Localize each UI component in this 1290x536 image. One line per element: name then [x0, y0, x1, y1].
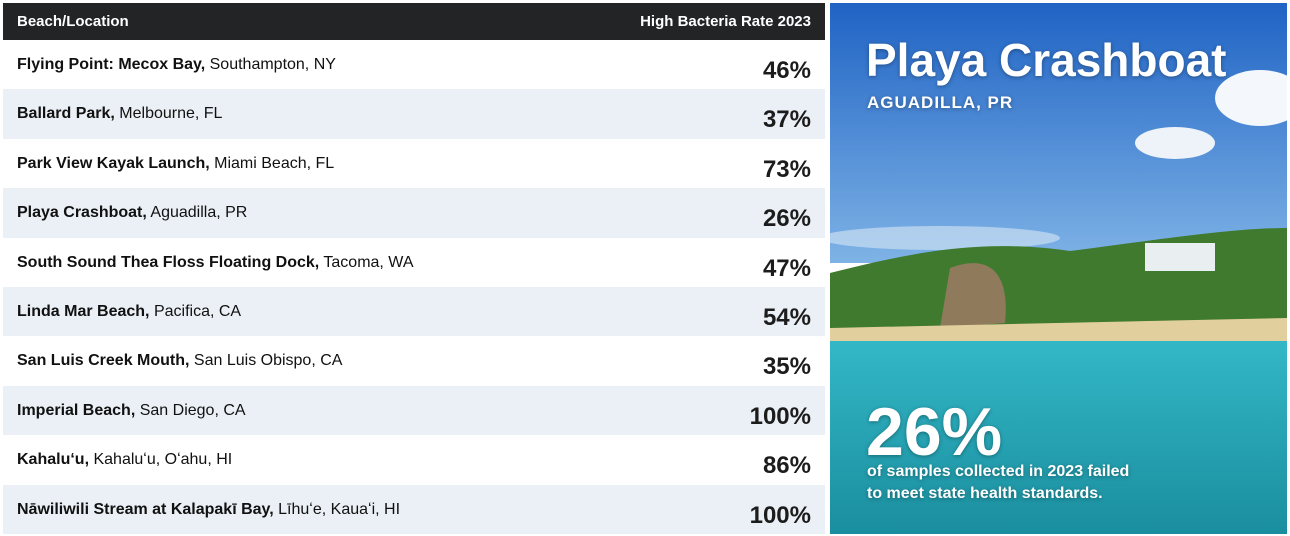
location: San Luis Obispo, CA: [193, 352, 343, 370]
location: Melbourne, FL: [119, 105, 223, 123]
bacteria-rate: 86%: [762, 452, 811, 480]
bacteria-rate: 100%: [749, 501, 811, 529]
table-row: South Sound Thea Floss Floating Dock, Ta…: [3, 237, 825, 287]
table-row: San Luis Creek Mouth, San Luis Obispo, C…: [3, 336, 825, 386]
table-row: Flying Point: Mecox Bay, Southampton, NY…: [3, 40, 825, 90]
table-row: Playa Crashboat, Aguadilla, PR 26%: [3, 188, 825, 238]
table-row: Park View Kayak Launch, Miami Beach, FL 7…: [3, 138, 825, 189]
table-row: Nāwiliwili Stream at Kalapakī Bay, Līhuʻ…: [3, 484, 825, 534]
bacteria-rate: 47%: [762, 254, 811, 282]
panel-caption: of samples collected in 2023 failed to m…: [867, 461, 1129, 505]
caption-line: to meet state health standards.: [867, 485, 1103, 502]
table-row: Imperial Beach, San Diego, CA 100%: [3, 385, 825, 436]
beach-name: Playa Crashboat,: [17, 204, 147, 222]
table-row: Kahaluʻu, Kahaluʻu, Oʻahu, HI 86%: [3, 435, 825, 485]
location: Tacoma, WA: [323, 253, 414, 271]
bacteria-rate: 37%: [762, 106, 811, 134]
column-header: High Bacteria Rate 2023: [640, 13, 811, 30]
beach-name: Imperial Beach,: [17, 401, 136, 419]
bacteria-rate: 100%: [749, 402, 811, 430]
bacteria-rate: 46%: [762, 57, 811, 84]
beach-location: San Luis Creek Mouth, San Luis Obispo, C…: [17, 352, 342, 370]
table-header: Beach/Location High Bacteria Rate 2023: [3, 3, 825, 40]
beach-location: Nāwiliwili Stream at Kalapakī Bay, Līhuʻ…: [17, 501, 400, 519]
panel-title: Playa Crashboat: [866, 34, 1227, 86]
beach-location: South Sound Thea Floss Floating Dock, Ta…: [17, 254, 413, 272]
table-row: Linda Mar Beach, Pacifica, CA 54%: [3, 286, 825, 337]
beach-location: Kahaluʻu, Kahaluʻu, Oʻahu, HI: [17, 451, 232, 469]
bacteria-rate: 73%: [762, 155, 811, 183]
beach-name: South Sound Thea Floss Floating Dock,: [17, 253, 320, 271]
beach-name: Kahaluʻu,: [17, 451, 90, 469]
location: Pacifica, CA: [153, 302, 242, 320]
feature-panel: Playa Crashboat AGUADILLA, PR 26% of sam…: [830, 3, 1287, 534]
column-header: Beach/Location: [17, 13, 129, 30]
beach-location: Park View Kayak Launch, Miami Beach, FL: [17, 155, 334, 173]
table-body: Flying Point: Mecox Bay, Southampton, NY…: [3, 40, 825, 534]
location: Kahaluʻu, Oʻahu, HI: [93, 451, 233, 469]
beach-name: Nāwiliwili Stream at Kalapakī Bay,: [17, 500, 274, 518]
beach-location: Linda Mar Beach, Pacifica, CA: [17, 303, 241, 321]
beach-name: San Luis Creek Mouth,: [17, 352, 190, 370]
caption-line: of samples collected in 2023 failed: [867, 463, 1130, 480]
location: Miami Beach, FL: [214, 154, 335, 172]
panel-subtitle: AGUADILLA, PR: [867, 93, 1014, 112]
table: Beach/Location High Bacteria Rate 2023 F…: [3, 3, 825, 534]
location: San Diego, CA: [139, 401, 246, 419]
beach-location: Ballard Park, Melbourne, FL: [17, 105, 222, 123]
beach-name: Flying Point: Mecox Bay,: [17, 56, 206, 73]
table-row: Ballard Park, Melbourne, FL 37%: [3, 89, 825, 139]
beach-name: Ballard Park,: [17, 105, 115, 123]
beach-location: Flying Point: Mecox Bay, Southampton, NY: [17, 56, 336, 74]
bacteria-rate: 54%: [762, 303, 811, 331]
beach-photo: [830, 3, 1287, 534]
location: Līhuʻe, Kauaʻi, HI: [278, 500, 401, 518]
beach-name: Park View Kayak Launch,: [17, 154, 210, 172]
location: Aguadilla, PR: [150, 204, 248, 222]
bacteria-rate: 35%: [762, 353, 811, 381]
panel-stat: 26%: [866, 394, 1003, 470]
beach-location: Playa Crashboat, Aguadilla, PR: [17, 204, 247, 222]
location: Southampton, NY: [209, 56, 336, 73]
bacteria-rate: 26%: [762, 205, 811, 233]
beach-name: Linda Mar Beach,: [17, 302, 150, 320]
beach-location: Imperial Beach, San Diego, CA: [17, 402, 246, 420]
